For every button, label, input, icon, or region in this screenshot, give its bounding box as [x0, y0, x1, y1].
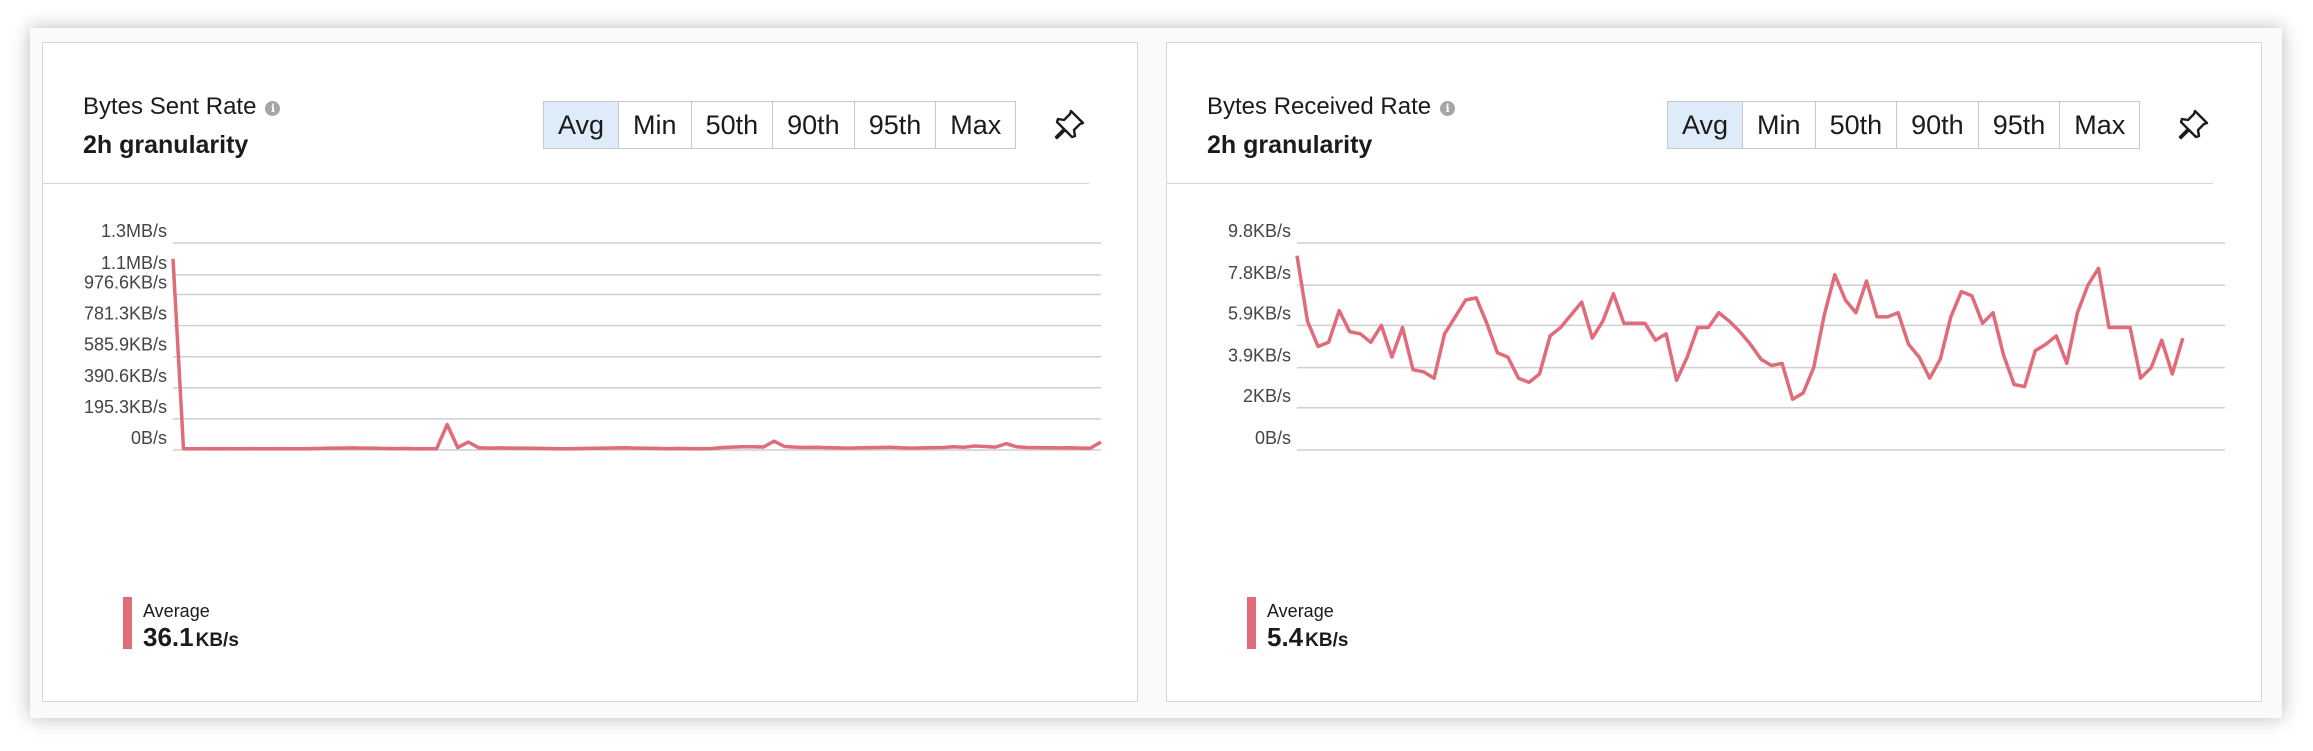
legend-unit: KB/s: [195, 630, 239, 651]
aggregation-max-button[interactable]: Max: [935, 102, 1016, 148]
legend-number: 5.4: [1267, 622, 1304, 652]
info-icon[interactable]: i: [1440, 100, 1456, 116]
granularity-label: 2h granularity: [83, 131, 249, 159]
aggregation-selector: Avg Min 50th 90th 95th Max: [1667, 101, 2141, 149]
y-tick-label: 0B/s: [131, 428, 167, 448]
card-title-row: Bytes Sent Rate i: [83, 93, 281, 121]
y-tick-label: 1.3MB/s: [101, 223, 167, 241]
legend-color-swatch: [1247, 597, 1256, 649]
legend-label: Average: [1267, 601, 1334, 621]
y-tick-label: 195.3KB/s: [84, 397, 167, 417]
header-divider: [1167, 183, 2213, 184]
y-tick-label: 585.9KB/s: [84, 335, 167, 355]
y-tick-label: 0B/s: [1255, 428, 1291, 448]
aggregation-avg-button[interactable]: Avg: [1668, 102, 1743, 148]
legend-color-swatch: [123, 597, 132, 649]
granularity-label: 2h granularity: [1207, 131, 1373, 159]
pin-icon: [1054, 109, 1085, 140]
pin-to-dashboard-button[interactable]: [1049, 105, 1089, 145]
y-tick-label: 7.8KB/s: [1228, 263, 1291, 283]
series-line-average: [1295, 255, 2185, 402]
card-title-row: Bytes Received Rate i: [1207, 93, 1456, 121]
aggregation-min-button[interactable]: Min: [618, 102, 691, 148]
y-tick-label: 976.6KB/s: [84, 272, 167, 292]
legend-value: 36.1 KB/s: [143, 622, 239, 653]
aggregation-50th-button[interactable]: 50th: [1814, 102, 1897, 148]
info-icon[interactable]: i: [265, 100, 281, 116]
bytes-sent-rate-card: Bytes Sent Rate i 2h granularity Avg Min…: [42, 42, 1138, 702]
legend-value: 5.4 KB/s: [1267, 622, 1348, 653]
aggregation-90th-button[interactable]: 90th: [1896, 102, 1978, 148]
legend-unit: KB/s: [1305, 630, 1349, 651]
aggregation-95th-button[interactable]: 95th: [1977, 102, 2060, 148]
chart-title: Bytes Sent Rate: [83, 93, 257, 120]
series-line-average: [171, 258, 1102, 451]
aggregation-max-button[interactable]: Max: [2059, 102, 2140, 148]
legend-label: Average: [143, 601, 210, 621]
y-tick-label: 3.9KB/s: [1228, 346, 1291, 366]
y-tick-label: 390.6KB/s: [84, 366, 167, 386]
y-tick-label: 2KB/s: [1243, 386, 1291, 406]
y-tick-label: 9.8KB/s: [1228, 223, 1291, 241]
chart-title: Bytes Received Rate: [1207, 93, 1432, 120]
aggregation-95th-button[interactable]: 95th: [853, 102, 936, 148]
y-tick-label: 781.3KB/s: [84, 304, 167, 324]
metrics-panel: Bytes Sent Rate i 2h granularity Avg Min…: [30, 28, 2282, 718]
y-tick-label: 1.1MB/s: [101, 253, 167, 273]
bytes-sent-line-chart: 0B/s 195.3KB/s 390.6KB/s 585.9KB/s 781.3KB/s…: [84, 223, 1102, 451]
pin-to-dashboard-button[interactable]: [2173, 105, 2213, 145]
pin-icon: [2178, 109, 2209, 140]
legend-number: 36.1: [143, 622, 194, 652]
bytes-received-line-chart: 0B/s2KB/s3.9KB/s5.9KB/s7.8KB/s9.8KB/sThu…: [1228, 223, 2225, 451]
aggregation-avg-button[interactable]: Avg: [544, 102, 619, 148]
header-divider: [43, 183, 1089, 184]
aggregation-selector: Avg Min 50th 90th 95th Max: [543, 101, 1017, 149]
aggregation-50th-button[interactable]: 50th: [690, 102, 773, 148]
aggregation-min-button[interactable]: Min: [1742, 102, 1815, 148]
aggregation-90th-button[interactable]: 90th: [772, 102, 854, 148]
y-tick-label: 5.9KB/s: [1228, 303, 1291, 323]
bytes-received-rate-card: Bytes Received Rate i 2h granularity Avg…: [1166, 42, 2262, 702]
